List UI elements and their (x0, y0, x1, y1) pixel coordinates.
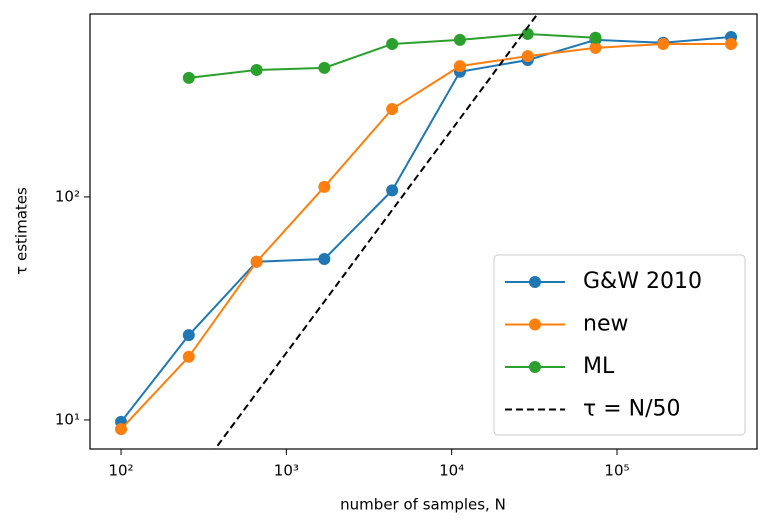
legend-label: G&W 2010 (583, 269, 702, 294)
legend-label: τ = N/50 (583, 397, 681, 422)
data-point (386, 102, 399, 115)
legend-marker (529, 276, 541, 288)
y-tick-label: 10¹ (55, 410, 80, 428)
series-line (213, 14, 539, 449)
data-point (318, 180, 331, 193)
legend-marker (529, 361, 541, 373)
data-point (453, 33, 466, 46)
x-tick-label: 10² (108, 462, 133, 480)
data-point (725, 37, 738, 50)
legend-box (493, 254, 746, 436)
x-axis-label: number of samples, N (340, 496, 506, 514)
data-point (182, 71, 195, 84)
data-point (589, 41, 602, 54)
data-point (453, 60, 466, 73)
plot-frame (89, 13, 758, 450)
x-tick-label: 10³ (274, 462, 299, 480)
plot-area (115, 14, 738, 449)
data-point (521, 50, 534, 63)
data-point (318, 61, 331, 74)
data-point (250, 63, 263, 76)
x-tick-label: 10⁵ (604, 462, 629, 480)
data-point (250, 255, 263, 268)
series-line (120, 36, 732, 423)
y-tick-label: 10² (55, 187, 80, 205)
data-point (657, 37, 670, 50)
data-point (318, 252, 331, 265)
data-point (386, 184, 399, 197)
legend-marker (529, 318, 541, 331)
legend-label: ML (583, 354, 615, 379)
data-point (182, 350, 195, 363)
data-point (521, 27, 534, 40)
series-line (120, 42, 732, 430)
x-tick-label: 10⁴ (439, 462, 464, 480)
data-point (182, 329, 195, 342)
data-point (115, 423, 128, 436)
legend-label: new (583, 312, 628, 337)
data-point (386, 37, 399, 50)
data-point (589, 31, 602, 44)
y-axis-label: τ estimates (13, 187, 31, 275)
